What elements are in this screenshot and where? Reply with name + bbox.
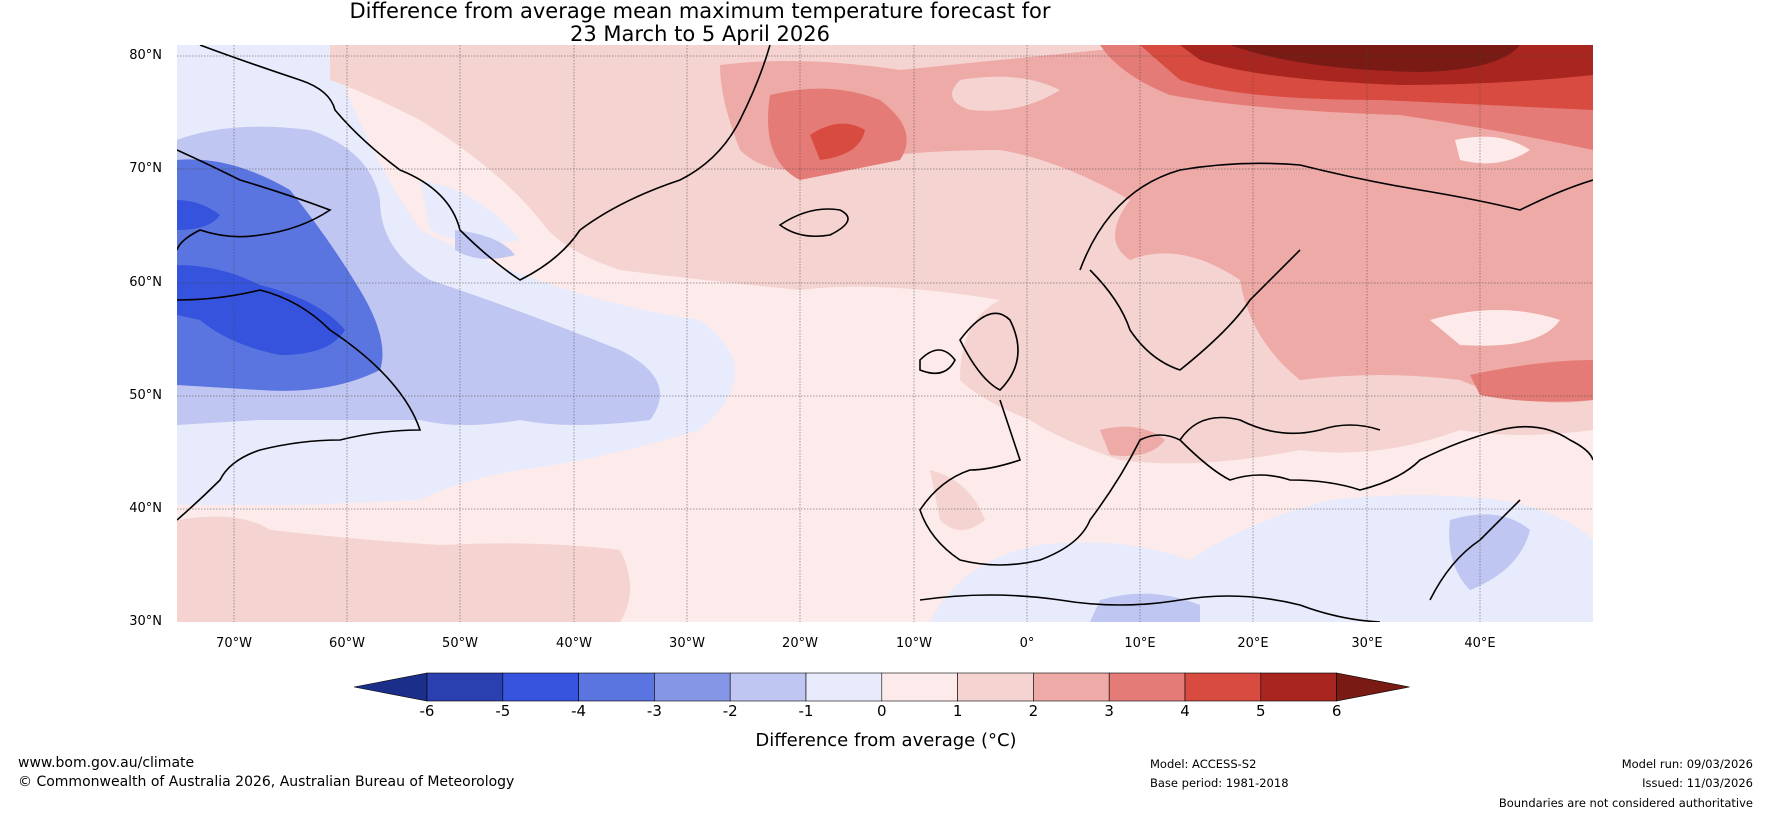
temperature-anomaly-field xyxy=(177,45,1593,622)
copyright-text: © Commonwealth of Australia 2026, Austra… xyxy=(18,774,515,790)
colorbar-tick-label: -1 xyxy=(798,702,814,720)
anomaly-warm-2-hole-b xyxy=(1455,136,1530,164)
colorbar-tick-label: 4 xyxy=(1180,702,1190,720)
lon-label-60w: 60°W xyxy=(329,636,365,651)
colorbar-tick-label: -2 xyxy=(722,702,738,720)
colorbar-bin xyxy=(578,672,655,702)
lon-label-50w: 50°W xyxy=(442,636,478,651)
lat-label-30n: 30°N xyxy=(129,614,162,629)
model-run-text: Model run: 09/03/2026 xyxy=(1621,757,1753,771)
colorbar-tick-label: -6 xyxy=(419,702,435,720)
lon-label-40e: 40°E xyxy=(1464,636,1496,651)
lat-label-50n: 50°N xyxy=(129,388,162,403)
anomaly-warm-2-hole-c xyxy=(1430,310,1560,346)
lat-label-80n: 80°N xyxy=(129,48,162,63)
lon-label-10w: 10°W xyxy=(896,636,932,651)
anomaly-cool-med xyxy=(930,495,1593,622)
colorbar-tick-label: -5 xyxy=(495,702,511,720)
lat-label-70n: 70°N xyxy=(129,161,162,176)
model-text: Model: ACCESS-S2 xyxy=(1150,757,1257,771)
colorbar-tick-label: 0 xyxy=(877,702,887,720)
colorbar-bin xyxy=(729,672,807,702)
colorbar-bin xyxy=(426,672,504,702)
colorbar-bin xyxy=(881,672,958,702)
colorbar-bin xyxy=(1033,672,1110,702)
lon-label-30w: 30°W xyxy=(669,636,705,651)
colorbar-tick-label: -3 xyxy=(646,702,662,720)
map-title: Difference from average mean maximum tem… xyxy=(0,0,1400,46)
lon-label-70w: 70°W xyxy=(216,636,252,651)
lon-label-20w: 20°W xyxy=(782,636,818,651)
anomaly-warm-1-south xyxy=(177,516,630,622)
colorbar-bin xyxy=(1184,672,1262,702)
coastlines xyxy=(177,45,1593,622)
colorbar-title: Difference from average (°C) xyxy=(755,730,1017,751)
anomaly-cool-med-2 xyxy=(1449,514,1530,590)
website-link[interactable]: www.bom.gov.au/climate xyxy=(18,755,195,771)
anomaly-warm-2-hole xyxy=(952,76,1060,111)
colorbar-extend-min xyxy=(353,672,428,702)
title-line-1: Difference from average mean maximum tem… xyxy=(349,0,1051,23)
colorbar-tick-label: 1 xyxy=(952,702,963,720)
colorbar-tick-label: 3 xyxy=(1104,702,1114,720)
lat-label-60n: 60°N xyxy=(129,275,162,290)
graticule xyxy=(177,45,1593,622)
lon-label-20e: 20°E xyxy=(1237,636,1269,651)
anomaly-warm-6 xyxy=(1230,45,1520,72)
anomaly-cool-2b xyxy=(455,230,515,259)
anomaly-warm-4 xyxy=(810,123,865,160)
title-line-2: 23 March to 5 April 2026 xyxy=(570,22,830,46)
lat-label-40n: 40°N xyxy=(129,501,162,516)
colorbar-bin xyxy=(1260,672,1337,702)
anomaly-cool-iceland-gap xyxy=(420,180,520,244)
colorbar-tick-label: 6 xyxy=(1331,702,1342,720)
anomaly-cool-4 xyxy=(177,265,345,355)
colorbar-bin xyxy=(957,672,1034,702)
anomaly-warm-2 xyxy=(720,45,1593,403)
colorbar-tick-label: 5 xyxy=(1256,702,1266,720)
lon-label-0: 0° xyxy=(1019,636,1035,651)
lon-label-40w: 40°W xyxy=(556,636,592,651)
colorbar-bin xyxy=(805,672,883,702)
anomaly-warm-2b xyxy=(1100,426,1165,456)
anomaly-warm-3c xyxy=(1470,360,1593,402)
colorbar-bin xyxy=(502,672,579,702)
issued-text: Issued: 11/03/2026 xyxy=(1642,776,1753,790)
lon-label-10e: 10°E xyxy=(1124,636,1156,651)
colorbar-bin xyxy=(654,672,731,702)
disclaimer-text: Boundaries are not considered authoritat… xyxy=(1498,796,1753,810)
base-period-text: Base period: 1981-2018 xyxy=(1150,776,1289,790)
colorbar-extend-max xyxy=(1336,672,1410,702)
colorbar-bin xyxy=(1108,672,1186,702)
colorbar xyxy=(353,672,1410,702)
anomaly-cool-4b xyxy=(177,200,220,230)
colorbar-tick-label: -4 xyxy=(571,702,587,720)
colorbar-tick-label: 2 xyxy=(1028,702,1039,720)
lon-label-30e: 30°E xyxy=(1351,636,1383,651)
